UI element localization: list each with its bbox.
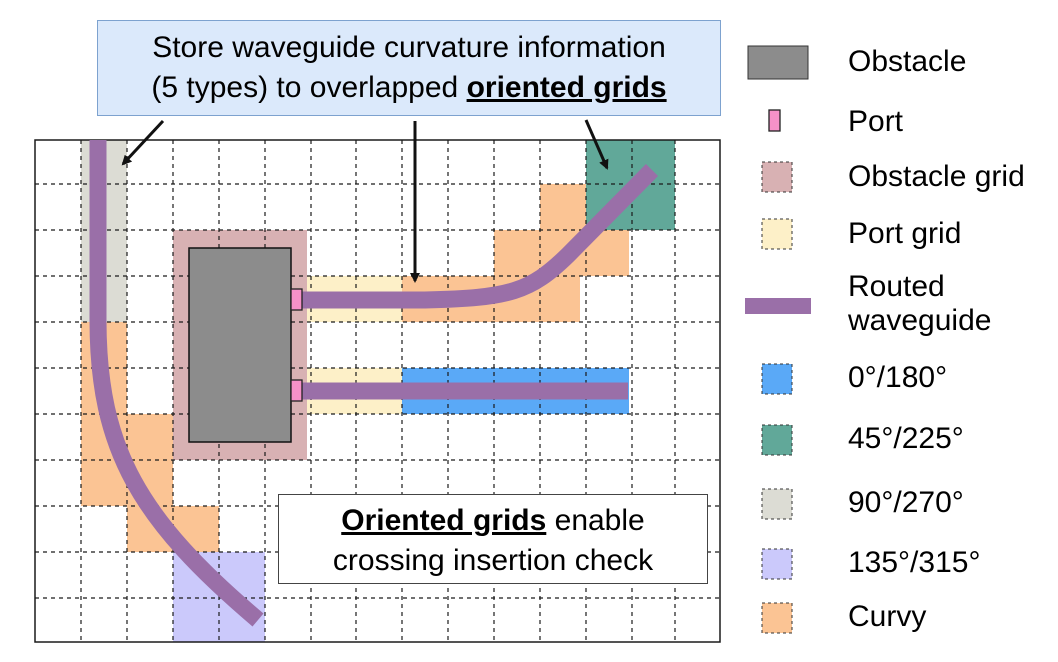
callout-top-line2-emph: oriented grids xyxy=(466,71,667,104)
port-top xyxy=(290,288,303,311)
legend-label-port: Port xyxy=(848,105,904,138)
legend-swatch-45-225 xyxy=(761,424,793,456)
crossing-check-callout: Oriented grids enable crossing insertion… xyxy=(278,494,708,584)
arrow-to-left-grid xyxy=(121,119,165,166)
legend-swatch-port-grid xyxy=(761,218,793,250)
legend-swatches xyxy=(745,45,811,634)
legend-swatch-obstacle xyxy=(747,45,809,80)
callout-bottom-line1-emph: Oriented grids xyxy=(341,504,547,537)
legend-swatch-obstacle-grid xyxy=(761,161,793,193)
legend-label-routed-line1: Routed xyxy=(848,270,945,303)
callout-top-line2: (5 types) to overlapped oriented grids xyxy=(98,68,720,108)
legend-swatch-135-315 xyxy=(761,548,793,580)
legend-swatch-90-270 xyxy=(761,488,793,520)
legend-label-curvy: Curvy xyxy=(848,600,927,633)
callout-top-line1: Store waveguide curvature information xyxy=(152,31,666,64)
legend-label-port-grid: Port grid xyxy=(848,217,962,250)
port-middle xyxy=(290,379,303,402)
legend-swatch-curvy xyxy=(761,602,793,634)
callout-bottom-line2: crossing insertion check xyxy=(332,544,654,577)
arrow-to-right-grid xyxy=(584,119,609,170)
callout-bottom-line1-suffix: enable xyxy=(546,504,645,537)
waveguide-left xyxy=(89,140,264,627)
legend-label-45-225: 45°/225° xyxy=(848,422,964,455)
grid-border xyxy=(34,139,721,643)
legend-label-routed-line2: waveguide xyxy=(848,304,992,337)
obstacle-block xyxy=(188,247,292,443)
legend-swatch-0-180 xyxy=(761,363,793,395)
callout-top-line2-prefix: (5 types) to overlapped xyxy=(151,71,467,104)
legend-label-obstacle-grid: Obstacle grid xyxy=(848,160,1025,193)
curvature-info-callout: Store waveguide curvature information (5… xyxy=(97,20,721,116)
legend-label-90-270: 90°/270° xyxy=(848,486,964,519)
legend-swatch-port xyxy=(768,109,781,132)
waveguide-top xyxy=(299,164,659,309)
legend-label-obstacle: Obstacle xyxy=(848,45,967,78)
callout-bottom-line1: Oriented grids enable xyxy=(279,501,707,541)
legend-label-135-315: 135°/315° xyxy=(848,546,981,579)
legend-label-0-180: 0°/180° xyxy=(848,361,948,394)
routed-waveguides xyxy=(89,140,659,627)
callout-arrows xyxy=(121,119,609,283)
